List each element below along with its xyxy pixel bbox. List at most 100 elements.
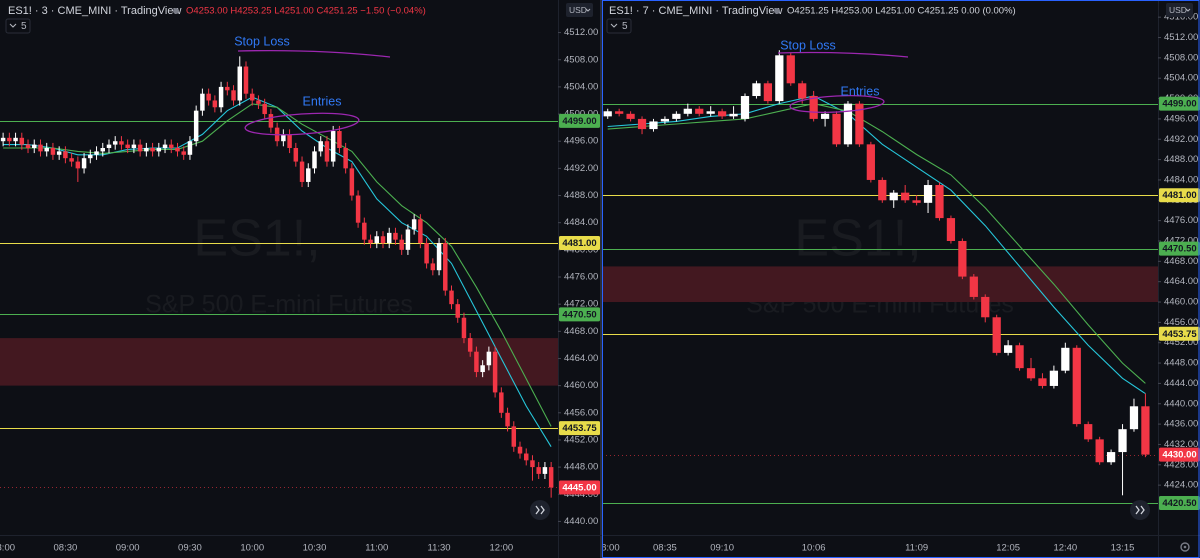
x-tick-label: 11:30 xyxy=(428,543,451,554)
candle-body xyxy=(946,218,956,241)
x-tick-label: 08:35 xyxy=(653,543,677,554)
candle-body xyxy=(1004,345,1013,353)
price-zone xyxy=(602,266,1158,303)
x-tick-label: 10:00 xyxy=(240,543,264,554)
candle-body xyxy=(63,151,68,159)
y-tick-label: 4452.00 xyxy=(564,434,598,445)
price-level-label-bg xyxy=(559,236,600,251)
candle-body xyxy=(436,243,442,271)
candle-body xyxy=(380,236,386,244)
price-level-label-bg xyxy=(1159,96,1200,111)
candle-body xyxy=(486,351,492,366)
price-level-label: 4420.50 xyxy=(1162,498,1196,509)
dropdown-bg xyxy=(1166,3,1193,17)
price-level-label: 4499.00 xyxy=(562,116,596,127)
dropdown-bg xyxy=(566,3,593,17)
y-tick-label: 4424.00 xyxy=(1164,480,1198,491)
moving-average-line xyxy=(607,103,1146,384)
y-tick-label: 4488.00 xyxy=(1164,154,1198,165)
candle-body xyxy=(649,121,658,130)
candle-body xyxy=(162,144,168,148)
y-tick-label: 4484.00 xyxy=(564,217,598,228)
ohlc-values: O4253.00 H4253.25 L4251.00 C4251.25 −1.5… xyxy=(186,6,426,17)
y-tick-label: 4492.00 xyxy=(564,163,598,174)
candle-body xyxy=(461,317,467,339)
candle-body xyxy=(25,144,31,148)
candle-body xyxy=(603,111,612,117)
candle-body xyxy=(820,113,830,119)
y-tick-label: 4504.00 xyxy=(1164,73,1198,84)
chevron-icon xyxy=(9,23,17,28)
last-price-label-bg xyxy=(559,480,600,495)
candle-body xyxy=(923,185,933,203)
x-tick-label: 09:10 xyxy=(710,543,734,554)
annotation-ellipse xyxy=(789,94,885,114)
x-tick-label: 12:00 xyxy=(489,543,513,554)
y-tick-label: 4448.00 xyxy=(564,462,598,473)
market-status-dot xyxy=(774,8,780,14)
candle-body xyxy=(249,93,255,101)
y-tick-label: 4432.00 xyxy=(1164,439,1198,450)
y-tick-label: 4508.00 xyxy=(1164,52,1198,63)
currency-dropdown[interactable]: USD xyxy=(1166,3,1193,17)
candle-body xyxy=(523,453,529,461)
settings-button[interactable] xyxy=(1180,542,1190,552)
y-tick-label: 4440.00 xyxy=(564,516,598,527)
button-icon xyxy=(535,505,545,515)
symbol-header: ES1! · 7 · CME_MINI · TradingView xyxy=(609,5,782,17)
price-level-label-bg xyxy=(1159,495,1200,510)
candle-body xyxy=(69,158,74,162)
currency-dropdown[interactable]: USD xyxy=(566,3,593,17)
indicators-toggle[interactable]: 5 xyxy=(606,18,632,34)
candle-body xyxy=(1141,406,1150,455)
candle-body xyxy=(430,263,436,271)
candle-body xyxy=(256,100,261,104)
x-tick-label: 10:06 xyxy=(802,543,826,554)
last-price-label: 4430.00 xyxy=(1162,450,1196,461)
candle-body xyxy=(268,114,274,128)
indicators-toggle[interactable]: 5 xyxy=(5,18,31,34)
candle-body xyxy=(94,151,99,155)
candle-body xyxy=(517,446,523,454)
candle-body xyxy=(455,304,460,318)
x-tick-label: 08:30 xyxy=(54,543,78,554)
pane-divider xyxy=(600,0,602,558)
candle-body xyxy=(1106,452,1116,463)
candle-body xyxy=(225,86,230,91)
candle-body xyxy=(615,111,624,114)
scroll-to-realtime-button[interactable] xyxy=(530,500,550,520)
candle-body xyxy=(1049,370,1059,386)
price-level-label: 4499.00 xyxy=(1162,99,1196,110)
candle-body xyxy=(718,111,727,117)
y-tick-label: 4452.00 xyxy=(1164,337,1198,348)
button-bg xyxy=(1130,500,1150,520)
candle-body xyxy=(218,86,224,108)
y-tick-label: 4504.00 xyxy=(564,81,598,92)
symbol-header: ES1! · 3 · CME_MINI · TradingView xyxy=(8,5,181,17)
candle-body xyxy=(626,113,635,119)
candle-body xyxy=(32,144,37,148)
scroll-to-realtime-button[interactable] xyxy=(1130,500,1150,520)
candle-body xyxy=(75,161,81,169)
candle-body xyxy=(19,137,25,145)
candle-body xyxy=(548,467,554,488)
candle-body xyxy=(237,66,243,101)
candle-body xyxy=(855,103,864,145)
candle-body xyxy=(56,151,62,155)
candle-body xyxy=(912,200,921,203)
candle-body xyxy=(156,148,162,152)
candle-body xyxy=(337,131,342,148)
candle-body xyxy=(368,239,373,244)
y-tick-label: 4460.00 xyxy=(1164,297,1198,308)
candle-body xyxy=(740,96,750,119)
price-level-label: 4481.00 xyxy=(1162,190,1196,201)
candle-body xyxy=(306,168,311,182)
candle-body xyxy=(480,365,485,373)
candle-body xyxy=(1118,429,1127,453)
candle-body xyxy=(1095,439,1104,463)
candle-body xyxy=(343,148,348,169)
y-tick-label: 4468.00 xyxy=(1164,256,1198,267)
price-level-label: 4453.75 xyxy=(562,423,597,434)
